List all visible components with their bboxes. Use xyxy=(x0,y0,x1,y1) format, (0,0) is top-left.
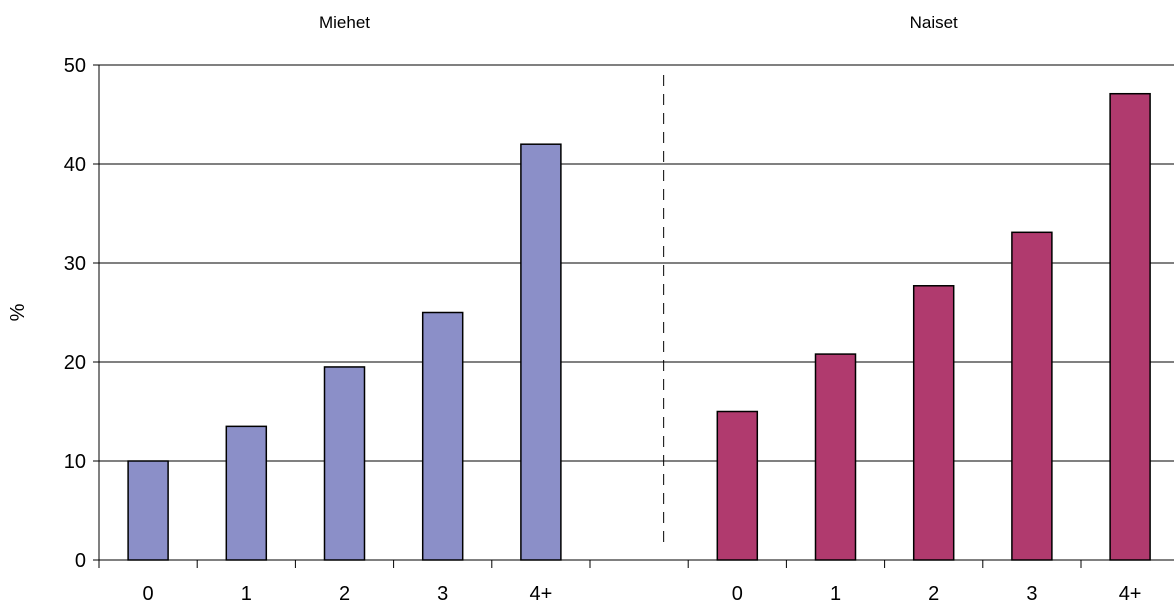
x-tick-label: 1 xyxy=(241,583,252,605)
x-tick-label: 2 xyxy=(928,583,939,605)
x-tick-label: 3 xyxy=(437,583,448,605)
y-tick-label: 30 xyxy=(64,253,86,275)
miehet-bar-2 xyxy=(323,366,366,561)
panel-title: Miehet xyxy=(319,13,370,32)
grid-lines xyxy=(99,64,1174,548)
naiset-bar-0 xyxy=(716,410,759,561)
panel-title: Naiset xyxy=(910,13,958,32)
y-tick-label: 20 xyxy=(64,352,86,374)
y-axis-label: % xyxy=(7,303,29,321)
y-tick-label: 0 xyxy=(75,550,86,572)
naiset-bar-4plus xyxy=(1109,92,1151,561)
x-tick-label: 3 xyxy=(1026,583,1037,605)
naiset-bar-3 xyxy=(1011,231,1053,561)
x-tick-label: 0 xyxy=(143,583,154,605)
labels: 0 10 20 30 40 50% 0 1 2 3 4+ Miehet 0 1 2 3 4+ Naiset xyxy=(7,13,1142,605)
miehet-bar-4plus xyxy=(520,143,562,561)
axes xyxy=(93,64,1174,568)
y-tick-label: 50 xyxy=(64,55,86,77)
naiset-bar-1 xyxy=(814,353,857,561)
miehet-bar-0 xyxy=(127,460,169,561)
x-tick-label: 4+ xyxy=(529,583,552,605)
x-tick-label: 4+ xyxy=(1119,583,1142,605)
y-tick-label: 10 xyxy=(64,451,86,473)
naiset-bar-2 xyxy=(912,285,955,561)
x-tick-label: 0 xyxy=(732,583,743,605)
x-tick-label: 1 xyxy=(830,583,841,605)
y-tick-label: 40 xyxy=(64,154,86,176)
x-tick-label: 2 xyxy=(339,583,350,605)
miehet-bar-3 xyxy=(421,311,464,561)
miehet-bar-1 xyxy=(225,425,268,561)
